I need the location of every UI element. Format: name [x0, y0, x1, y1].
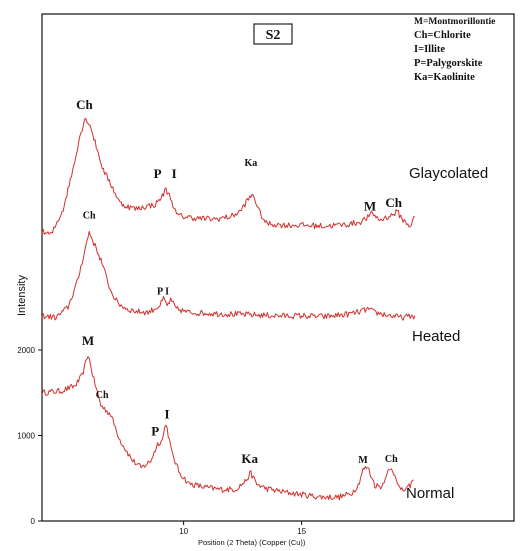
legend-entry: Ka=Kaolinite	[414, 72, 475, 83]
legend-entry: Ch=Chlorite	[414, 30, 471, 41]
peak-label: P	[157, 286, 163, 297]
series-name-heated: Heated	[412, 328, 460, 345]
peak-label: M	[364, 199, 376, 214]
legend-entry: P=Palygorskite	[414, 58, 483, 69]
series-layer	[41, 117, 416, 501]
peak-label: M	[82, 333, 94, 348]
peak-label: Ka	[244, 158, 257, 169]
sample-label-box	[253, 23, 293, 45]
legend-entry: I=Illite	[414, 44, 445, 55]
peak-label: Ch	[385, 195, 402, 210]
legend-entry: M=Montmorillontie	[414, 17, 495, 27]
x-tick-label: 10	[179, 527, 188, 536]
series-line-glaycolated	[41, 117, 415, 235]
peak-label: Ch	[76, 97, 93, 112]
sample-label: S2	[266, 28, 281, 43]
peak-label: Ch	[96, 390, 109, 401]
plot-frame	[41, 13, 515, 522]
peak-label: I	[165, 406, 170, 421]
peak-label: Ka	[241, 451, 258, 466]
series-line-normal	[41, 356, 414, 501]
peak-label: P	[151, 424, 159, 439]
series-line-heated	[41, 230, 416, 321]
y-axis-title: Intensity	[16, 275, 28, 316]
peak-label: M	[358, 455, 368, 466]
y-tick-label: 0	[31, 517, 36, 526]
peak-label: Ch	[385, 454, 398, 465]
peak-label: I	[165, 286, 169, 297]
axes: 10 15 0 1000 2000	[17, 346, 306, 536]
series-name-glaycolated: Glaycolated	[409, 165, 488, 182]
x-axis-title: Position (2 Theta) (Copper (Cu))	[198, 538, 306, 547]
peak-label: P	[154, 166, 162, 181]
x-tick-label: 15	[297, 527, 306, 536]
y-tick-label: 2000	[17, 346, 35, 355]
legend: M=Montmorillontie Ch=Chlorite I=Illite P…	[414, 17, 495, 83]
y-tick-label: 1000	[17, 432, 35, 441]
series-name-normal: Normal	[406, 485, 454, 502]
peak-label: Ch	[83, 210, 96, 221]
peak-label: I	[172, 166, 177, 181]
